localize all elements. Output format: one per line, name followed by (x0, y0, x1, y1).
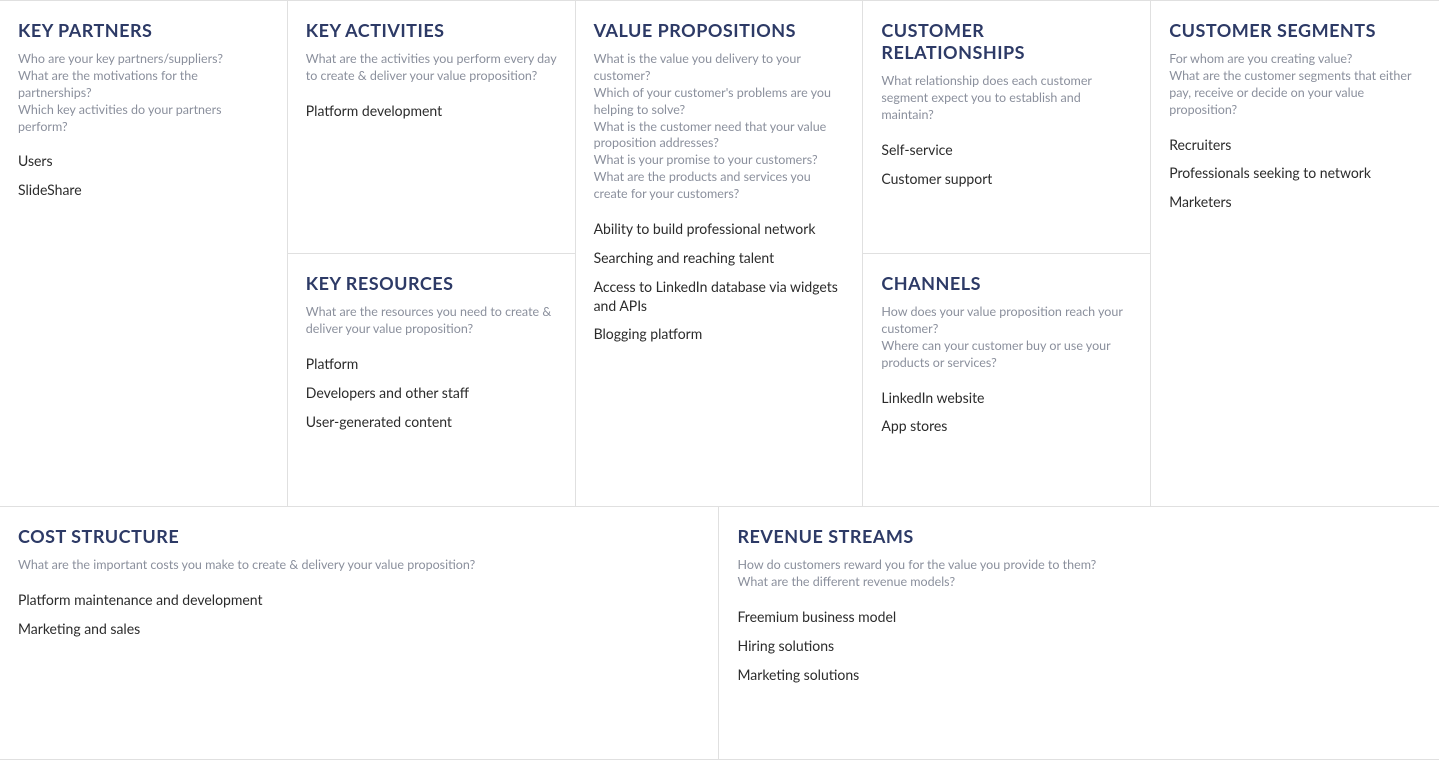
block-prompt: How does your value proposition reach yo… (881, 304, 1132, 372)
block-title: KEY ACTIVITIES (306, 19, 557, 41)
block-items: RecruitersProfessionals seeking to netwo… (1169, 131, 1421, 218)
list-item: Platform (306, 350, 557, 379)
list-item: Professionals seeking to network (1169, 159, 1421, 188)
block-items: UsersSlideShare (18, 147, 269, 205)
list-item: Access to LinkedIn database via widgets … (594, 273, 845, 321)
block-title: CUSTOMER RELATIONSHIPS (881, 19, 1132, 63)
list-item: Marketing solutions (737, 661, 1421, 690)
block-customer-segments: CUSTOMER SEGMENTS For whom are you creat… (1151, 1, 1439, 507)
block-title: CUSTOMER SEGMENTS (1169, 19, 1421, 41)
block-items: PlatformDevelopers and other staffUser-g… (306, 350, 557, 437)
block-title: CHANNELS (881, 272, 1132, 294)
block-prompt: What are the important costs you make to… (18, 557, 700, 574)
list-item: Users (18, 147, 269, 176)
list-item: Searching and reaching talent (594, 244, 845, 273)
block-prompt: What are the resources you need to creat… (306, 304, 557, 338)
block-channels: CHANNELS How does your value proposition… (863, 254, 1151, 507)
block-revenue-streams: REVENUE STREAMS How do customers reward … (719, 507, 1439, 760)
block-key-activities: KEY ACTIVITIES What are the activities y… (288, 1, 576, 254)
list-item: Blogging platform (594, 320, 845, 349)
block-prompt: What are the activities you perform ever… (306, 51, 557, 85)
block-items: Platform maintenance and developmentMark… (18, 586, 700, 644)
list-item: App stores (881, 412, 1132, 441)
list-item: Freemium business model (737, 603, 1421, 632)
list-item: Recruiters (1169, 131, 1421, 160)
business-model-canvas: KEY PARTNERS Who are your key partners/s… (0, 0, 1439, 760)
block-items: Self-serviceCustomer support (881, 136, 1132, 194)
list-item: Platform development (306, 97, 557, 126)
block-prompt: Who are your key partners/suppliers?What… (18, 51, 269, 135)
block-value-propositions: VALUE PROPOSITIONS What is the value you… (576, 1, 864, 507)
block-customer-relationships: CUSTOMER RELATIONSHIPS What relationship… (863, 1, 1151, 254)
list-item: Marketing and sales (18, 615, 700, 644)
list-item: User-generated content (306, 408, 557, 437)
list-item: Developers and other staff (306, 379, 557, 408)
block-key-partners: KEY PARTNERS Who are your key partners/s… (0, 1, 288, 507)
block-items: Platform development (306, 97, 557, 126)
list-item: Ability to build professional network (594, 215, 845, 244)
block-items: LinkedIn websiteApp stores (881, 384, 1132, 442)
list-item: LinkedIn website (881, 384, 1132, 413)
block-items: Ability to build professional networkSea… (594, 215, 845, 349)
block-title: KEY PARTNERS (18, 19, 269, 41)
list-item: Customer support (881, 165, 1132, 194)
block-title: VALUE PROPOSITIONS (594, 19, 845, 41)
list-item: Platform maintenance and development (18, 586, 700, 615)
block-prompt: What is the value you delivery to your c… (594, 51, 845, 203)
list-item: Marketers (1169, 188, 1421, 217)
block-prompt: What relationship does each customer seg… (881, 73, 1132, 124)
block-cost-structure: COST STRUCTURE What are the important co… (0, 507, 719, 760)
list-item: Hiring solutions (737, 632, 1421, 661)
block-title: COST STRUCTURE (18, 525, 700, 547)
block-title: REVENUE STREAMS (737, 525, 1421, 547)
list-item: Self-service (881, 136, 1132, 165)
block-title: KEY RESOURCES (306, 272, 557, 294)
block-prompt: How do customers reward you for the valu… (737, 557, 1421, 591)
block-items: Freemium business modelHiring solutionsM… (737, 603, 1421, 690)
list-item: SlideShare (18, 176, 269, 205)
block-key-resources: KEY RESOURCES What are the resources you… (288, 254, 576, 507)
block-prompt: For whom are you creating value?What are… (1169, 51, 1421, 119)
